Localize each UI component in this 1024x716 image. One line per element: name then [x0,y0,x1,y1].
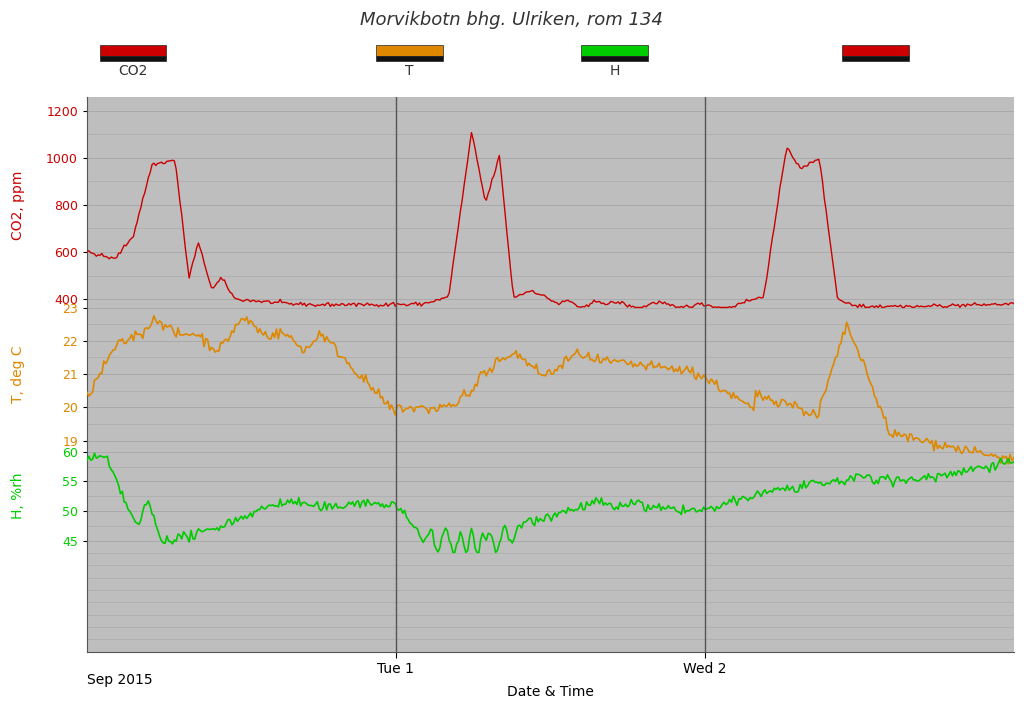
Text: T: T [406,64,414,79]
Text: H: H [609,64,620,79]
Text: CO2, ppm: CO2, ppm [10,170,25,240]
Text: Sep 2015: Sep 2015 [87,673,153,687]
Text: Morvikbotn bhg. Ulriken, rom 134: Morvikbotn bhg. Ulriken, rom 134 [360,11,664,29]
Text: T, deg C: T, deg C [10,345,25,403]
Text: H, %rh: H, %rh [10,473,25,519]
Text: Date & Time: Date & Time [507,684,594,699]
Text: CO2: CO2 [119,64,147,79]
